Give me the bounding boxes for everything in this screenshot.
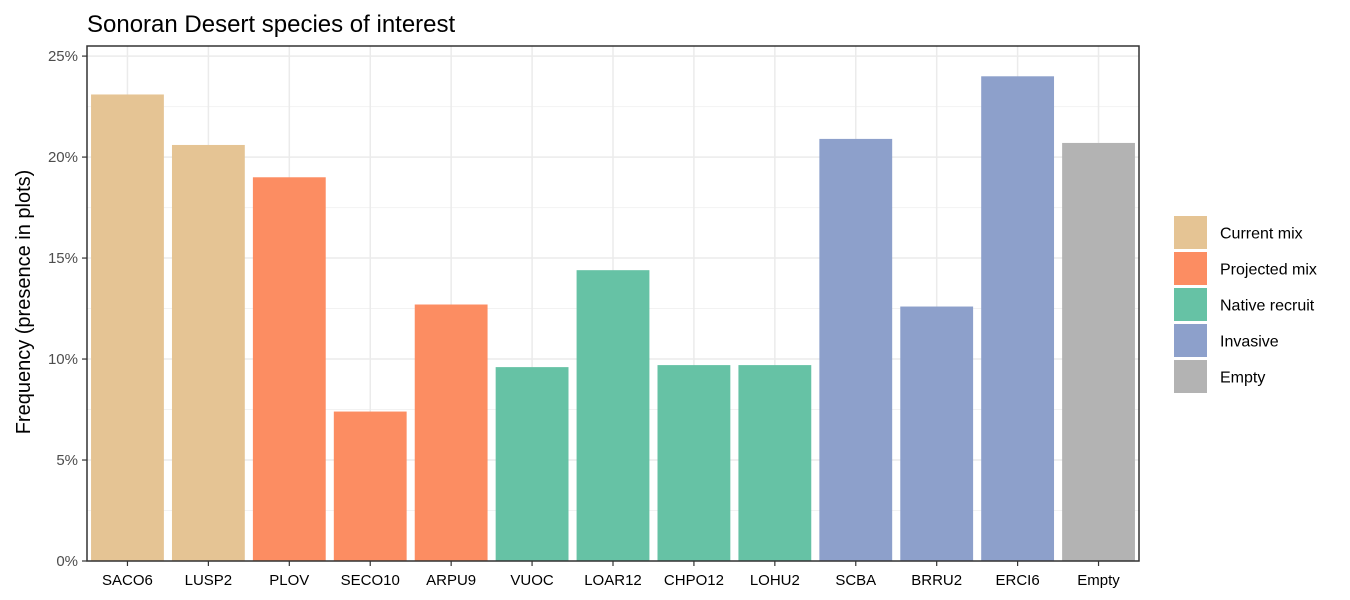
x-tick-label: SCBA	[835, 572, 876, 589]
legend-label: Invasive	[1220, 334, 1279, 351]
x-tick-label: LUSP2	[185, 572, 233, 589]
legend-swatch	[1174, 324, 1207, 357]
x-tick-label: CHPO12	[664, 572, 724, 589]
legend-label: Native recruit	[1220, 298, 1315, 315]
y-tick-label: 20%	[48, 149, 78, 166]
x-tick-label: LOHU2	[750, 572, 800, 589]
bar-lohu2	[738, 365, 812, 561]
bar-saco6	[91, 94, 164, 562]
bar-chpo12	[657, 365, 731, 561]
y-axis-label: Frequency (presence in plots)	[13, 170, 35, 435]
x-tick-label: PLOV	[269, 572, 309, 589]
y-tick-label: 15%	[48, 250, 78, 267]
x-tick-label: ARPU9	[426, 572, 476, 589]
bar-arpu9	[414, 304, 488, 561]
bar-empty	[1062, 142, 1135, 562]
bar-vuoc	[495, 367, 569, 561]
legend-label: Projected mix	[1220, 262, 1317, 279]
bar-plov	[252, 177, 326, 561]
legend-swatch	[1174, 216, 1207, 249]
y-tick-label: 10%	[48, 351, 78, 368]
bar-loar12	[576, 270, 650, 561]
x-tick-label: Empty	[1077, 572, 1120, 589]
legend-swatch	[1174, 252, 1207, 285]
x-tick-label: SACO6	[102, 572, 153, 589]
x-tick-label: BRRU2	[911, 572, 962, 589]
y-tick-label: 5%	[56, 452, 78, 469]
chart-title: Sonoran Desert species of interest	[87, 11, 456, 38]
bar-brru2	[900, 306, 974, 561]
bar-lusp2	[171, 144, 245, 561]
legend-label: Current mix	[1220, 226, 1303, 243]
plot-area: 0% 5% 10% 15% 20% 25% SACO6 LUSP2 PLOV SECO10 ARPU…	[48, 45, 1140, 589]
bar-seco10	[333, 411, 407, 561]
legend-label: Empty	[1220, 370, 1265, 387]
x-tick-label: ERCI6	[996, 572, 1040, 589]
legend-swatch	[1174, 288, 1207, 321]
bar-erci6	[981, 76, 1055, 561]
legend: Current mix Projected mix Native recruit In…	[1174, 216, 1317, 393]
bar-scba	[819, 138, 893, 561]
x-tick-label: VUOC	[510, 572, 554, 589]
x-tick-label: SECO10	[341, 572, 400, 589]
y-tick-label: 25%	[48, 48, 78, 65]
x-tick-label: LOAR12	[584, 572, 642, 589]
y-tick-label: 0%	[56, 553, 78, 570]
legend-swatch	[1174, 360, 1207, 393]
